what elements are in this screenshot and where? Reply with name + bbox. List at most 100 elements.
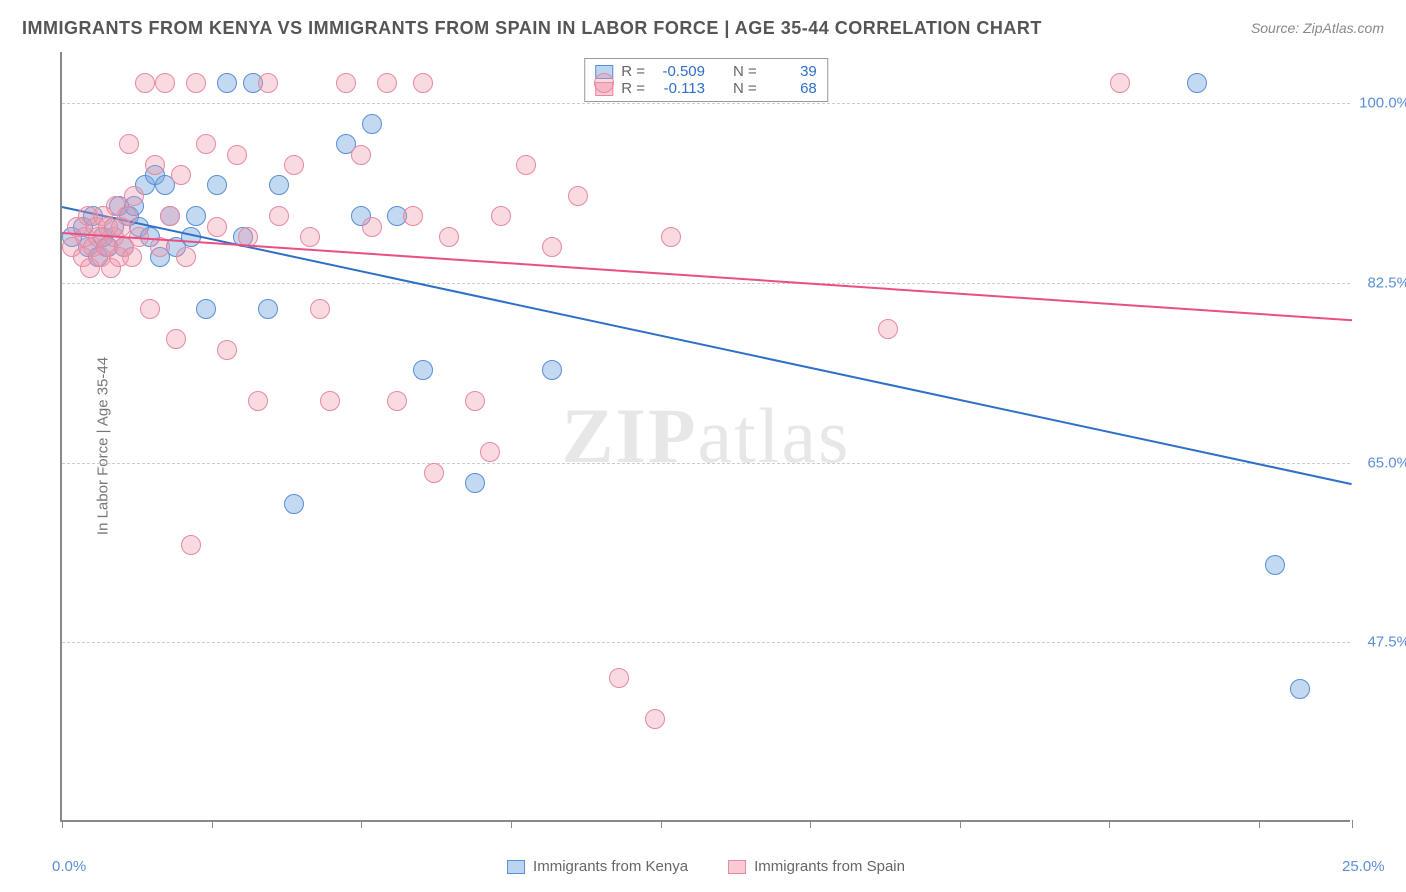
data-point [166,329,186,349]
data-point [124,186,144,206]
gridline-h [62,103,1350,104]
series-legend: Immigrants from Kenya Immigrants from Sp… [507,858,905,875]
data-point [284,494,304,514]
x-tick [212,820,213,828]
gridline-h [62,642,1350,643]
data-point [181,535,201,555]
data-point [377,73,397,93]
data-point [465,473,485,493]
data-point [568,186,588,206]
data-point [542,360,562,380]
data-point [258,73,278,93]
trend-line [62,232,1352,321]
data-point [186,206,206,226]
data-point [196,134,216,154]
correlation-legend: R = -0.509 N = 39 R = -0.113 N = 68 [584,58,828,102]
x-tick [810,820,811,828]
data-point [480,442,500,462]
x-tick [1352,820,1353,828]
data-point [878,319,898,339]
data-point [196,299,216,319]
x-tick [1109,820,1110,828]
n-value-kenya: 39 [765,63,817,80]
data-point [594,73,614,93]
data-point [186,73,206,93]
data-point [155,73,175,93]
data-point [1187,73,1207,93]
data-point [176,247,196,267]
data-point [351,145,371,165]
data-point [207,175,227,195]
y-tick-label: 82.5% [1367,275,1406,292]
trend-line [62,206,1352,485]
gridline-h [62,463,1350,464]
x-tick-label: 0.0% [52,858,86,875]
data-point [387,391,407,411]
data-point [403,206,423,226]
r-label: R = [621,63,645,80]
r-label: R = [621,80,645,97]
data-point [160,206,180,226]
data-point [413,360,433,380]
data-point [516,155,536,175]
data-point [491,206,511,226]
data-point [122,247,142,267]
data-point [413,73,433,93]
data-point [439,227,459,247]
legend-label: Immigrants from Spain [754,858,905,875]
data-point [258,299,278,319]
data-point [300,227,320,247]
data-point [465,391,485,411]
data-point [609,668,629,688]
legend-row-spain: R = -0.113 N = 68 [595,80,817,97]
gridline-h [62,283,1350,284]
n-label: N = [733,63,757,80]
data-point [119,134,139,154]
data-point [362,217,382,237]
swatch-pink-icon [728,860,746,874]
data-point [248,391,268,411]
x-tick-label: 25.0% [1342,858,1385,875]
data-point [135,73,155,93]
source-attribution: Source: ZipAtlas.com [1251,20,1384,36]
data-point [140,299,160,319]
x-tick [661,820,662,828]
chart-title: IMMIGRANTS FROM KENYA VS IMMIGRANTS FROM… [22,18,1042,39]
data-point [171,165,191,185]
legend-row-kenya: R = -0.509 N = 39 [595,63,817,80]
data-point [336,73,356,93]
data-point [217,340,237,360]
n-value-spain: 68 [765,80,817,97]
data-point [207,217,227,237]
data-point [1290,679,1310,699]
r-value-spain: -0.113 [653,80,705,97]
data-point [1110,73,1130,93]
data-point [645,709,665,729]
data-point [542,237,562,257]
chart-container: IMMIGRANTS FROM KENYA VS IMMIGRANTS FROM… [0,0,1406,892]
n-label: N = [733,80,757,97]
data-point [362,114,382,134]
data-point [269,206,289,226]
x-tick [511,820,512,828]
x-tick [1259,820,1260,828]
watermark: ZIPatlas [562,391,851,481]
data-point [310,299,330,319]
x-tick [62,820,63,828]
r-value-kenya: -0.509 [653,63,705,80]
data-point [145,155,165,175]
x-tick [361,820,362,828]
y-tick-label: 100.0% [1359,95,1406,112]
legend-label: Immigrants from Kenya [533,858,688,875]
data-point [117,206,137,226]
data-point [1265,555,1285,575]
data-point [227,145,247,165]
legend-item-kenya: Immigrants from Kenya [507,858,688,875]
data-point [284,155,304,175]
swatch-blue-icon [507,860,525,874]
legend-item-spain: Immigrants from Spain [728,858,905,875]
data-point [661,227,681,247]
data-point [269,175,289,195]
plot-area: ZIPatlas R = -0.509 N = 39 R = -0.113 N … [60,52,1350,822]
y-tick-label: 47.5% [1367,634,1406,651]
